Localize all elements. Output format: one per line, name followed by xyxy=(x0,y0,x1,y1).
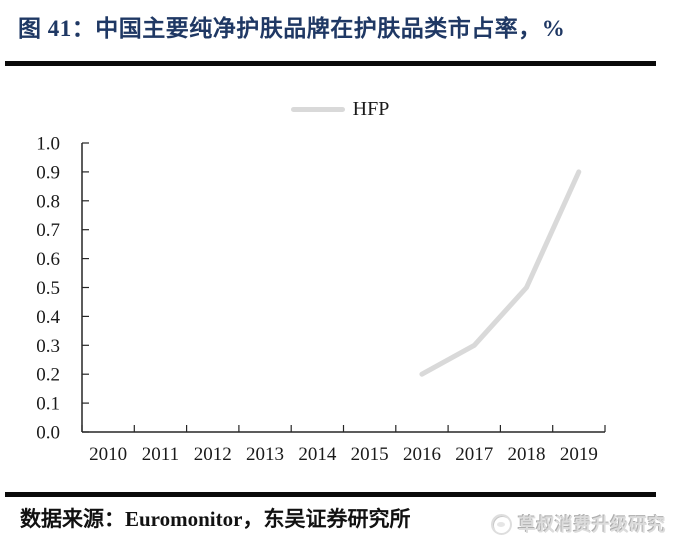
y-tick-label: 0.9 xyxy=(36,162,60,183)
x-tick-label: 2014 xyxy=(298,444,337,465)
x-tick-label: 2010 xyxy=(89,444,127,465)
legend-series-label: HFP xyxy=(352,97,390,120)
series-line-hfp xyxy=(419,169,582,377)
y-tick-label: 0.6 xyxy=(36,249,60,270)
data-source-text: 数据来源：Euromonitor，东吴证券研究所 xyxy=(20,507,411,531)
x-tick-label: 2011 xyxy=(142,444,179,465)
x-tick-label: 2016 xyxy=(403,444,441,465)
watermark: 草叔消费升级研究 xyxy=(491,511,666,537)
watermark-text: 草叔消费升级研究 xyxy=(518,515,666,535)
figure-title: 图 41：中国主要纯净护肤品牌在护肤品类市占率，% xyxy=(18,16,566,41)
x-tick-label: 2015 xyxy=(351,444,389,465)
chart-legend: HFP xyxy=(0,97,680,120)
x-tick-label: 2013 xyxy=(246,444,284,465)
y-tick-label: 0.5 xyxy=(36,278,60,299)
x-tick-label: 2012 xyxy=(194,444,232,465)
y-tick-label: 0.7 xyxy=(36,220,60,241)
y-tick-label: 0.1 xyxy=(36,394,60,415)
y-tick-label: 0.0 xyxy=(36,423,60,444)
x-tick-label: 2018 xyxy=(508,444,546,465)
legend-line-swatch xyxy=(290,106,345,112)
watermark-logo-icon xyxy=(491,513,512,535)
y-tick-label: 1.0 xyxy=(36,134,60,155)
title-divider-rule xyxy=(5,61,656,66)
y-tick-label: 0.4 xyxy=(36,307,60,328)
y-tick-label: 0.3 xyxy=(36,336,60,357)
y-tick-label: 0.8 xyxy=(36,191,60,212)
footer-divider-rule xyxy=(5,492,656,497)
x-tick-label: 2017 xyxy=(455,444,493,465)
chart-svg: 0.0 0.1 0.2 0.3 0.4 0.5 0.6 0.7 0.8 0.9 1.0 2010 201… xyxy=(36,134,606,465)
x-tick-label: 2019 xyxy=(560,444,598,465)
y-tick-label: 0.2 xyxy=(36,365,60,386)
